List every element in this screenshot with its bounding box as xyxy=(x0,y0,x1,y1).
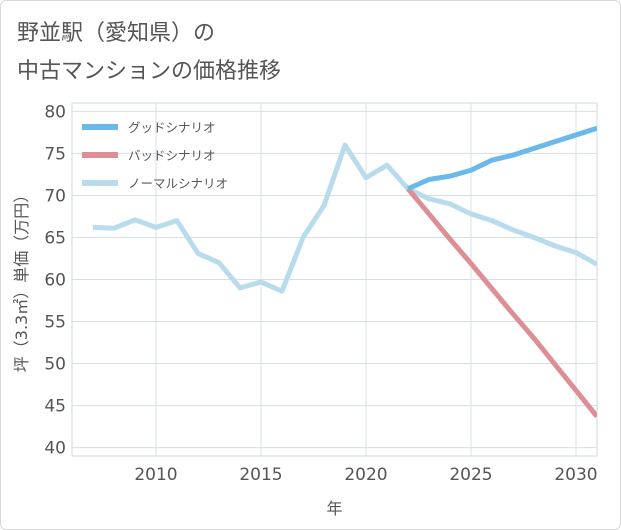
x-tick-label: 2025 xyxy=(449,465,492,485)
legend-label: ノーマルシナリオ xyxy=(128,176,228,191)
y-tick-label: 75 xyxy=(44,144,66,164)
y-tick-label: 65 xyxy=(44,228,66,248)
y-tick-label: 55 xyxy=(44,313,66,333)
series-line xyxy=(92,142,597,294)
title-line-2: 中古マンションの価格推移 xyxy=(17,59,282,84)
x-tick-label: 2015 xyxy=(239,465,282,485)
legend-label: バッドシナリオ xyxy=(128,148,216,163)
y-tick-label: 80 xyxy=(44,102,66,122)
chart-title: 野並駅（愛知県）の 中古マンションの価格推移 xyxy=(17,15,281,91)
y-tick-label: 45 xyxy=(44,397,66,417)
title-line-1: 野並駅（愛知県）の xyxy=(17,21,216,46)
y-tick-label: 50 xyxy=(44,355,66,375)
y-tick-label: 60 xyxy=(44,271,66,291)
x-axis-label: 年 xyxy=(326,499,342,518)
series-line xyxy=(406,125,597,192)
y-tick-label: 70 xyxy=(44,186,66,206)
legend-label: グッドシナリオ xyxy=(128,120,216,135)
series-line xyxy=(406,187,597,419)
x-tick-label: 2020 xyxy=(344,465,387,485)
y-tick-label: 40 xyxy=(44,439,66,459)
x-tick-label: 2010 xyxy=(134,465,177,485)
x-tick-label: 2030 xyxy=(554,465,597,485)
y-axis-label: 坪（3.3㎡）単価（万円） xyxy=(12,187,31,372)
